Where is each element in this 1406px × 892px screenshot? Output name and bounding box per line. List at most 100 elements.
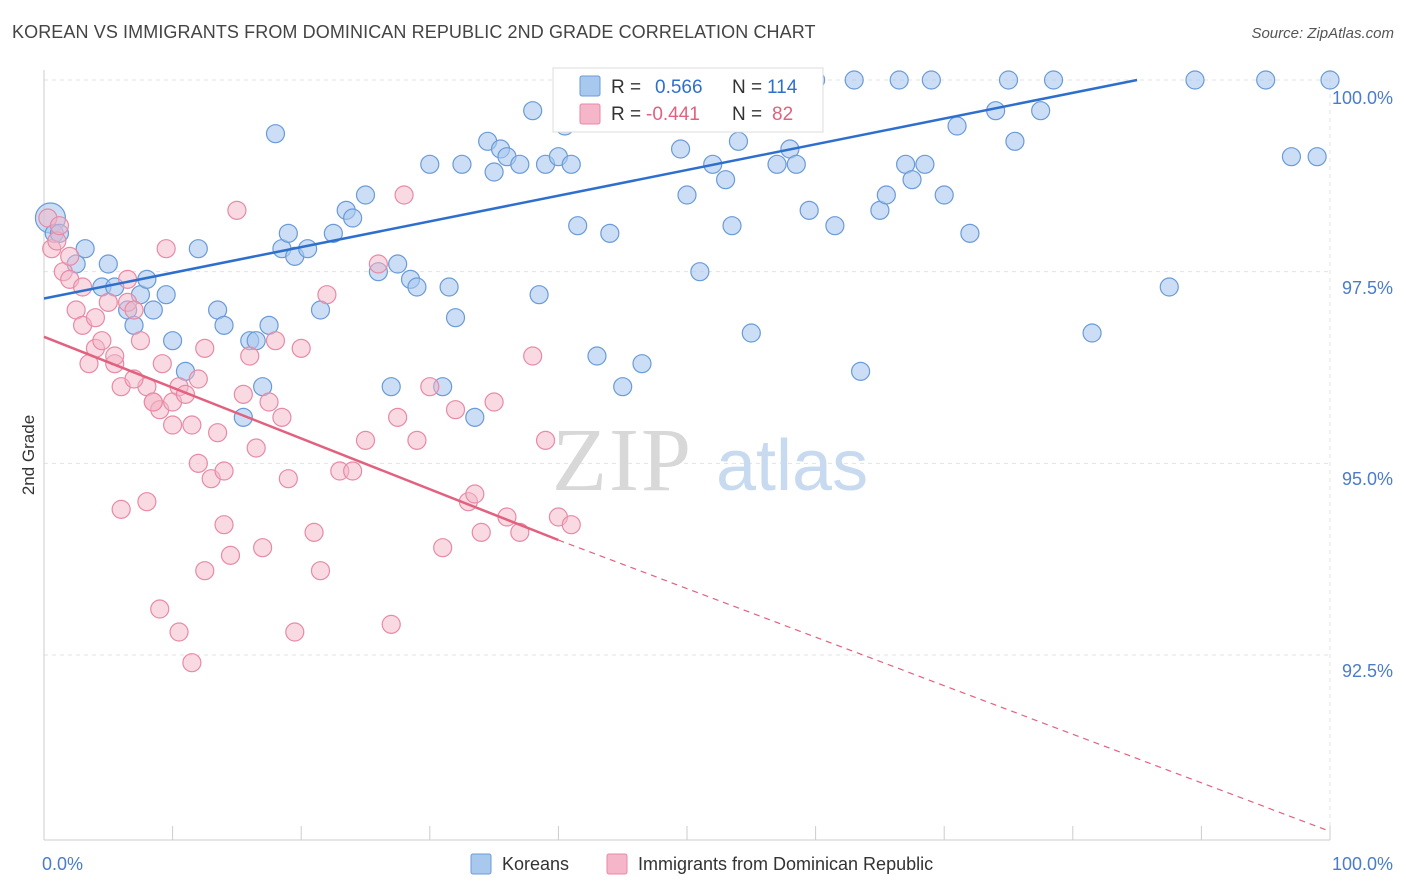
dominican-point [220, 545, 241, 565]
korean-point [323, 223, 343, 243]
y-tick-label-97-5: 97.5% [1342, 278, 1393, 298]
dominican-point [420, 377, 440, 397]
korean-point [947, 116, 967, 136]
korean-point [1043, 70, 1064, 90]
dominican-point [92, 331, 112, 351]
dominican-point [381, 614, 401, 634]
korean-point [523, 101, 543, 121]
x-tick-label-right: 100.0% [1332, 854, 1393, 874]
korean-point [1281, 147, 1302, 167]
korean-point [1031, 101, 1051, 121]
dominican-point [150, 599, 170, 619]
dominican-point [278, 469, 298, 489]
korean-point [355, 185, 376, 205]
dominican-point [233, 384, 253, 404]
dominican-point [227, 200, 247, 220]
dominican-point [561, 515, 581, 535]
korean-point [786, 154, 806, 174]
korean-point [825, 216, 845, 236]
dominican-point [152, 354, 172, 374]
dominican-point [182, 415, 202, 435]
korean-point [561, 154, 581, 174]
korean-point [1320, 70, 1340, 90]
dominican-point [484, 392, 504, 412]
dominican-point [124, 300, 144, 320]
korean-point [381, 377, 401, 397]
korean-point [921, 70, 941, 90]
korean-point [188, 239, 208, 259]
y-tick-label-92-5: 92.5% [1342, 661, 1393, 681]
stats-n-label-koreans: N = [732, 77, 762, 98]
watermark: ZIP atlas [552, 411, 868, 510]
dominican-point [355, 430, 376, 450]
watermark-zip: ZIP [552, 411, 693, 510]
stats-swatch-koreans [579, 75, 601, 97]
x-tick-marks [43, 826, 1331, 840]
dominican-point [310, 561, 331, 581]
korean-point [278, 223, 298, 243]
y-tick-labels: 100.0% 97.5% 95.0% 92.5% [1332, 88, 1393, 681]
x-tick-label-left: 0.0% [42, 854, 83, 874]
korean-point [1256, 70, 1276, 90]
dominican-point [214, 515, 234, 535]
korean-point [214, 315, 234, 335]
dominican-point [49, 216, 70, 236]
korean-point [163, 331, 183, 351]
dominican-point [246, 438, 266, 458]
stats-r-label-koreans: R = [611, 77, 641, 98]
korean-point [1185, 70, 1205, 90]
legend: Koreans Immigrants from Dominican Republ… [470, 853, 933, 875]
korean-point [1307, 147, 1327, 167]
dominican-point [368, 254, 388, 274]
dominican-point [471, 522, 491, 542]
korean-point [407, 277, 427, 297]
korean-point [156, 285, 176, 305]
dominican-point [111, 499, 131, 519]
dominican-point [535, 430, 556, 450]
korean-point [902, 170, 922, 190]
stats-n-value-dominican: 82 [772, 104, 793, 125]
korean-point [143, 300, 163, 320]
korean-point [613, 377, 633, 397]
korean-point [568, 216, 588, 236]
dominican-trend-line [43, 335, 559, 542]
korean-point [510, 154, 530, 174]
korean-point [343, 208, 363, 228]
dominican-point [272, 407, 292, 427]
stats-r-value-dominican: -0.441 [646, 104, 700, 125]
korean-point [690, 262, 710, 282]
korean-point [1082, 323, 1102, 343]
dominican-point [169, 622, 189, 642]
korean-point [677, 185, 697, 205]
dominican-point [214, 461, 234, 481]
dominican-trend-extension [558, 539, 1331, 832]
dominican-point [156, 239, 176, 259]
korean-point [298, 239, 318, 259]
stats-r-value-koreans: 0.566 [655, 77, 703, 98]
korean-point [876, 185, 896, 205]
dominican-point [304, 522, 324, 542]
dominican-point [394, 185, 414, 205]
dominican-point [195, 338, 215, 358]
dominican-point [523, 346, 543, 366]
watermark-atlas: atlas [716, 426, 868, 506]
korean-point [632, 354, 652, 374]
korean-point [889, 70, 909, 90]
korean-point [670, 139, 691, 159]
korean-point [715, 170, 736, 190]
dominican-point [163, 415, 183, 435]
source-credit: Source: ZipAtlas.com [1251, 25, 1394, 42]
korean-point [98, 254, 118, 274]
dominican-point [291, 338, 311, 358]
korean-point [767, 154, 787, 174]
dominican-point [188, 369, 208, 389]
stats-swatch-dominican [579, 103, 601, 125]
dominican-point [253, 538, 273, 558]
dominican-point [130, 331, 151, 351]
legend-swatch-koreans [470, 853, 492, 875]
dominican-point [195, 561, 215, 581]
legend-label-koreans: Koreans [502, 854, 569, 874]
korean-point [600, 223, 620, 243]
dominican-point [407, 430, 427, 450]
